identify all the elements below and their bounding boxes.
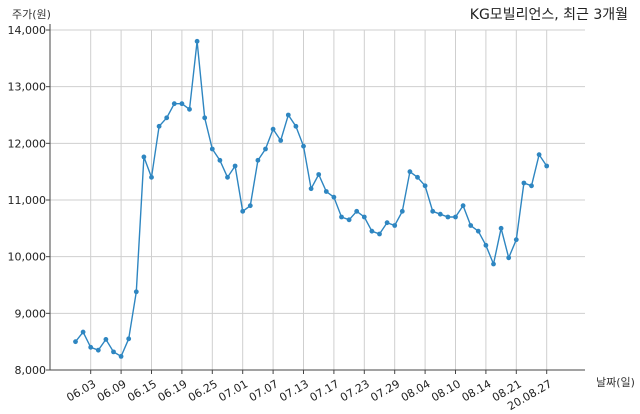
x-tick-label: 06.09: [95, 377, 129, 404]
data-point: [202, 115, 208, 121]
data-point: [445, 214, 451, 220]
data-point: [171, 101, 177, 107]
y-tick-label: 14,000: [8, 24, 47, 37]
chart-title: KG모빌리언스, 최근 3개월: [469, 7, 628, 23]
data-point: [521, 180, 527, 186]
data-point: [270, 126, 276, 132]
data-point: [544, 163, 550, 169]
series: [73, 38, 550, 359]
y-tick-label: 9,000: [15, 307, 47, 320]
data-point: [506, 255, 512, 261]
x-tick-label: 07.17: [308, 377, 342, 404]
x-tick-label: 08.10: [429, 377, 463, 404]
data-point: [293, 123, 299, 129]
y-axis-label: 주가(원): [12, 8, 51, 21]
x-tick-label: 07.23: [338, 377, 372, 404]
y-tick-label: 8,000: [15, 364, 47, 377]
grid: [50, 29, 585, 371]
price-line: [74, 41, 548, 358]
data-point: [369, 228, 375, 234]
data-point: [536, 152, 542, 158]
x-tick-label: 07.07: [247, 377, 281, 404]
data-point: [430, 208, 436, 214]
data-point: [323, 189, 329, 194]
y-tick-label: 13,000: [8, 81, 47, 94]
data-point: [513, 237, 519, 243]
data-point: [415, 174, 420, 180]
data-point: [483, 242, 489, 248]
data-point: [126, 336, 132, 342]
data-point: [149, 174, 154, 180]
data-point: [141, 154, 147, 160]
x-tick-label: 06.25: [186, 377, 220, 404]
data-point: [187, 106, 192, 112]
x-tick-label: 06.15: [125, 377, 159, 404]
data-point: [354, 208, 360, 214]
tick-labels: 8,000 9,000 10,000 11,000 12,000 13,000 14,000…: [8, 24, 555, 413]
data-point: [361, 214, 367, 220]
data-point: [80, 329, 86, 335]
x-tick-label: 08.14: [460, 377, 494, 404]
y-tick-label: 11,000: [8, 194, 47, 207]
data-point: [118, 354, 124, 359]
y-tick-label: 10,000: [8, 251, 47, 264]
data-point: [278, 138, 284, 143]
data-point: [103, 337, 109, 342]
data-point: [308, 186, 314, 192]
data-point: [316, 172, 322, 177]
data-point: [217, 157, 223, 163]
data-point: [209, 146, 215, 152]
data-point: [453, 214, 458, 220]
data-point: [346, 217, 352, 223]
data-point: [95, 347, 101, 353]
data-point: [407, 169, 413, 175]
x-tick-label: 08.04: [399, 377, 433, 404]
data-point: [498, 225, 504, 231]
data-point: [392, 223, 398, 228]
data-point: [475, 228, 481, 234]
data-point: [88, 344, 94, 350]
data-point: [468, 223, 474, 228]
data-point: [133, 289, 139, 295]
y-tick-label: 12,000: [8, 137, 47, 150]
x-tick-label: 07.01: [216, 377, 250, 404]
data-point: [384, 220, 390, 226]
x-tick-label: 06.19: [156, 377, 190, 404]
x-tick-label: 07.29: [368, 377, 402, 404]
data-point: [156, 123, 162, 129]
x-axis-label: 날짜(일): [596, 376, 635, 389]
data-point: [194, 38, 200, 44]
data-point: [232, 163, 238, 169]
data-point: [255, 157, 261, 163]
data-point: [437, 211, 443, 217]
axes: [46, 24, 585, 374]
data-point: [339, 214, 344, 220]
data-point: [285, 112, 291, 118]
data-point: [460, 203, 466, 209]
x-tick-label: 07.13: [277, 377, 311, 404]
data-point: [331, 194, 337, 200]
data-point: [301, 143, 306, 149]
data-point: [225, 174, 230, 180]
data-point: [529, 183, 534, 189]
data-point: [399, 208, 405, 214]
data-point: [263, 146, 268, 152]
data-point: [179, 101, 185, 107]
data-point: [377, 231, 382, 237]
data-point: [240, 208, 246, 214]
data-point: [422, 183, 428, 189]
x-tick-label: 06.03: [64, 377, 98, 404]
data-point: [247, 203, 253, 209]
data-point: [491, 261, 496, 267]
data-point: [164, 115, 170, 121]
data-point: [73, 339, 78, 345]
data-point: [111, 349, 116, 355]
